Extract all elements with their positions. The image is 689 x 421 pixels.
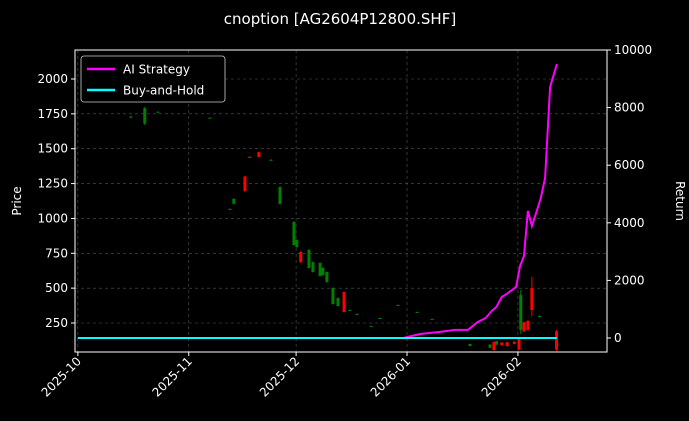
y2-tick-label: 6000 xyxy=(614,158,645,172)
candle-body xyxy=(129,116,133,118)
y-tick-label: 500 xyxy=(45,281,68,295)
candle-body xyxy=(321,267,325,276)
y-tick-label: 750 xyxy=(45,246,68,260)
chart-title: cnoption [AG2604P12800.SHF] xyxy=(224,10,456,28)
plot-frame xyxy=(74,49,608,353)
y2-axis-label: Return xyxy=(673,181,687,221)
candle-body xyxy=(156,111,160,113)
candle-body xyxy=(228,208,232,210)
candle-body xyxy=(311,262,315,272)
candle-body xyxy=(299,251,303,262)
y-tick-label: 2000 xyxy=(37,72,68,86)
y-tick-label: 250 xyxy=(45,316,68,330)
candle-body xyxy=(295,240,299,248)
candle-body xyxy=(278,187,282,204)
candle-body xyxy=(307,249,311,268)
candle-body xyxy=(517,339,521,350)
candle-body xyxy=(555,331,559,350)
candle-body xyxy=(512,341,516,344)
legend-box xyxy=(80,55,226,103)
candle-body xyxy=(208,117,212,119)
candle-body xyxy=(526,320,530,330)
candle-body xyxy=(522,322,526,332)
candle-body xyxy=(378,317,382,319)
candle-body xyxy=(488,344,492,348)
candle-body xyxy=(519,295,523,330)
y-tick-label: 1000 xyxy=(37,211,68,225)
candle-body xyxy=(355,313,359,315)
y2-tick-label: 0 xyxy=(614,331,622,345)
y2-tick-label: 4000 xyxy=(614,216,645,230)
candle-body xyxy=(500,342,504,346)
y2-tick-label: 2000 xyxy=(614,273,645,287)
y2-tick-label: 8000 xyxy=(614,101,645,115)
y-tick-label: 1750 xyxy=(37,107,68,121)
candle-body xyxy=(232,198,236,204)
candle-body xyxy=(468,343,472,347)
candle-body xyxy=(369,326,373,328)
line-series xyxy=(77,63,558,339)
legend-label: Buy-and-Hold xyxy=(123,84,204,98)
candle-body xyxy=(318,263,322,277)
y-tick-label: 1250 xyxy=(37,177,68,191)
candle-body xyxy=(331,288,335,305)
candle-body xyxy=(348,310,352,312)
candle-body xyxy=(143,108,147,124)
candle-body xyxy=(396,305,400,307)
candle-body xyxy=(325,271,329,283)
candle-body xyxy=(492,341,496,351)
legend-label: AI Strategy xyxy=(123,63,190,77)
candle-body xyxy=(248,156,252,158)
candle-body xyxy=(257,152,261,158)
y-axis-label: Price xyxy=(10,186,24,215)
candle-body xyxy=(342,292,346,312)
legend: AI Strategy Buy-and-Hold xyxy=(80,55,226,103)
candle-body xyxy=(292,222,296,246)
candle-body xyxy=(415,311,419,313)
y-tick-label: 1500 xyxy=(37,142,68,156)
candle-body xyxy=(243,176,247,191)
candle-body xyxy=(530,288,534,311)
candle-body xyxy=(336,298,340,306)
candle-body xyxy=(494,341,498,345)
y2-tick-label: 10000 xyxy=(614,43,652,57)
candle-body xyxy=(505,342,509,347)
candle-body xyxy=(269,159,273,161)
candle-body xyxy=(537,316,541,318)
candle-body xyxy=(430,318,434,320)
